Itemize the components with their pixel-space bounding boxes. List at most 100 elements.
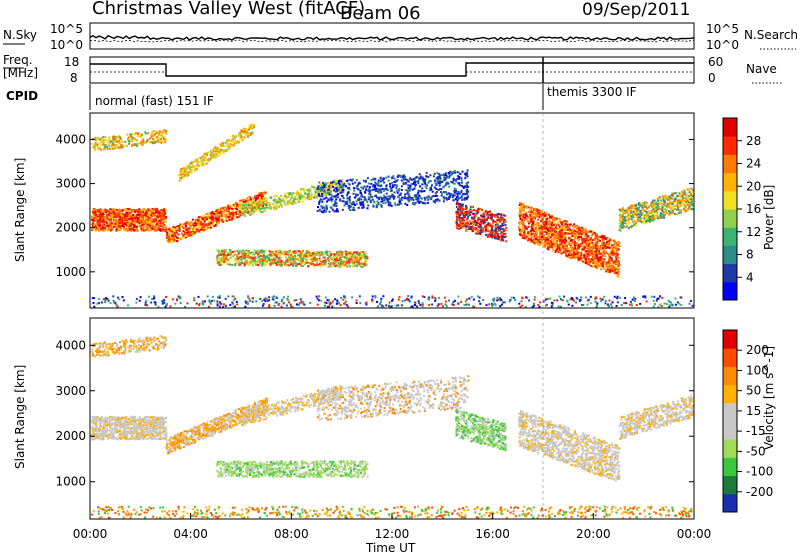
scatter-cell [470,209,472,211]
scatter-cell [111,228,113,230]
scatter-cell [427,202,429,204]
scatter-cell [202,218,204,220]
scatter-cell [219,153,221,155]
scatter-cell [414,203,416,205]
scatter-cell [460,177,462,179]
cpid-mode-normal: normal (fast) 151 IF [95,94,214,108]
scatter-cell [300,253,302,255]
scatter-cell [294,255,296,257]
scatter-cell [212,152,214,154]
scatter-cell [395,184,397,186]
scatter-cell [156,131,158,133]
scatter-cell [342,262,344,264]
scatter-cell [456,211,458,213]
scatter-cell [223,150,225,152]
scatter-cell [308,188,310,190]
scatter-cell [556,240,558,242]
scatter-cell [280,201,282,203]
scatter-cell [157,141,159,143]
scatter-cell [366,185,368,187]
scatter-cell [250,261,252,263]
scatter-cell [126,134,128,136]
scatter-cell [258,201,260,203]
scatter-cell [241,136,243,138]
scatter-cell [434,180,436,182]
scatter-cell [329,211,331,213]
scatter-cell [346,266,348,268]
scatter-cell [477,229,479,231]
scatter-cell [423,190,425,192]
scatter-cell [352,264,354,266]
scatter-cell [126,215,128,217]
scatter-cell [97,148,99,150]
scatter-cell [383,195,385,197]
scatter-cell [185,235,187,237]
scatter-cell [246,129,248,131]
scatter-cell [99,147,101,149]
scatter-cell [347,201,349,203]
scatter-cell [285,253,287,255]
scatter-cell [109,147,111,149]
scatter-cell [348,207,350,209]
scatter-cell [458,191,460,193]
scatter-cell [229,219,231,221]
scatter-cell [155,229,157,231]
scatter-cell [311,193,313,195]
scatter-cell [354,197,356,199]
scatter-cell [420,175,422,177]
scatter-cell [172,226,174,228]
scatter-cell [416,181,418,183]
scatter-cell [359,259,361,261]
scatter-cell [253,253,255,255]
scatter-cell [260,202,262,204]
scatter-cell [466,229,468,231]
scatter-cell [108,214,110,216]
scatter-cell [201,157,203,159]
scatter-cell [146,213,148,215]
scatter-cell [228,216,230,218]
scatter-cell [244,136,246,138]
scatter-cell [164,220,166,222]
scatter-cell [284,195,286,197]
scatter-cell [236,208,238,210]
scatter-cell [379,189,381,191]
scatter-cell [244,258,246,260]
scatter-cell [438,176,440,178]
scatter-cell [407,180,409,182]
scatter-cell [247,256,249,258]
scatter-cell [337,210,339,212]
scatter-cell [118,226,120,228]
scatter-cell [336,187,338,189]
scatter-cell [205,224,207,226]
scatter-cell [196,229,198,231]
scatter-cell [465,226,467,228]
scatter-cell [361,262,363,264]
scatter-cell [121,146,123,148]
scatter-cell [279,198,281,200]
scatter-cell [345,254,347,256]
scatter-cell [128,208,130,210]
scatter-cell [444,191,446,193]
scatter-cell [408,187,410,189]
scatter-cell [479,226,481,228]
scatter-cell [449,171,451,173]
scatter-cell [404,193,406,195]
scatter-cell [374,185,376,187]
scatter-cell [307,265,309,267]
nsky-label: N.Sky [3,28,37,42]
scatter-cell [108,137,110,139]
scatter-cell [404,196,406,198]
scatter-cell [492,220,494,222]
scatter-cell [344,252,346,254]
scatter-cell [418,202,420,204]
scatter-cell [453,199,455,201]
scatter-cell [241,140,243,142]
scatter-cell [243,128,245,130]
scatter-cell [365,180,367,182]
scatter-cell [314,251,316,253]
scatter-cell [229,257,231,259]
scatter-cell [171,235,173,237]
scatter-cell [351,253,353,255]
scatter-cell [91,143,93,145]
scatter-cell [367,177,369,179]
